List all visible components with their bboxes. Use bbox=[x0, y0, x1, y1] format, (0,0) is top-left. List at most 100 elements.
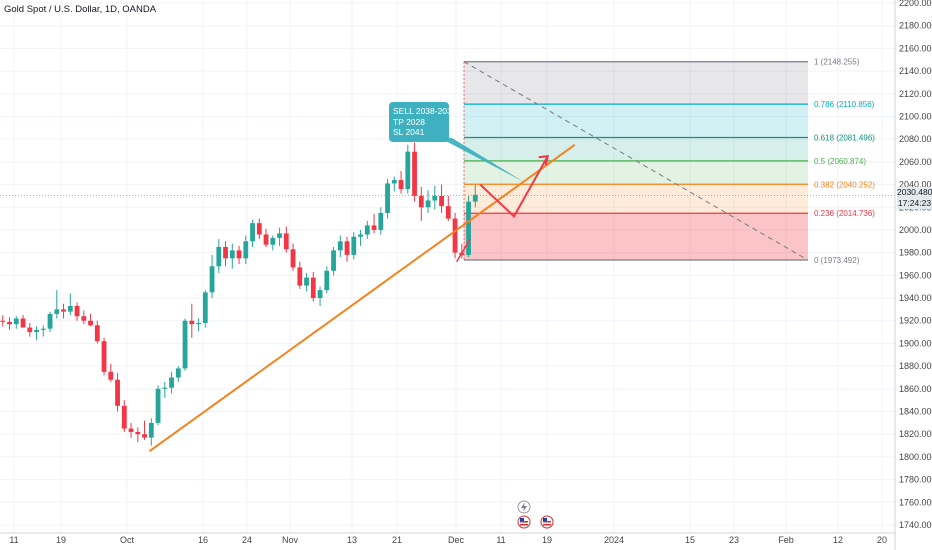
fib-level-label: 0.618 (2081.496) bbox=[814, 133, 875, 142]
candle-body bbox=[115, 379, 120, 406]
x-tick-label: 12 bbox=[833, 535, 843, 545]
x-tick-label: 24 bbox=[242, 535, 252, 545]
candle-body bbox=[425, 200, 431, 208]
candle-body bbox=[196, 323, 201, 325]
candle-body bbox=[135, 431, 141, 435]
x-tick-label: 19 bbox=[56, 535, 66, 545]
x-tick-label: 11 bbox=[496, 535, 505, 545]
fib-level-label: 0.382 (2040.252) bbox=[814, 180, 875, 189]
x-tick-label: 2024 bbox=[604, 535, 624, 545]
candlestick-series bbox=[0, 142, 478, 446]
candle-body bbox=[142, 434, 147, 438]
x-tick-label: 20 bbox=[877, 535, 887, 545]
y-tick-label: 1740.000 bbox=[899, 520, 932, 530]
x-tick-label: 16 bbox=[198, 535, 208, 545]
flag-stripe bbox=[520, 524, 528, 526]
candle-body bbox=[371, 225, 377, 230]
x-tick-label: Dec bbox=[448, 535, 465, 545]
candle-body bbox=[432, 195, 438, 201]
y-tick-label: 2000.000 bbox=[899, 225, 932, 235]
candle-body bbox=[263, 234, 269, 245]
candle-body bbox=[121, 405, 127, 429]
fib-level-label: 0.236 (2014.736) bbox=[814, 209, 875, 218]
candle-body bbox=[27, 327, 33, 333]
fib-level-label: 0.786 (2110.856) bbox=[814, 100, 875, 109]
candle-body bbox=[81, 316, 87, 321]
y-tick-label: 2040.000 bbox=[899, 180, 932, 190]
flag-canton bbox=[520, 518, 524, 521]
candle-body bbox=[290, 249, 296, 268]
fib-zone bbox=[464, 160, 808, 185]
candle-body bbox=[250, 223, 255, 242]
candle-body bbox=[243, 241, 249, 259]
y-tick-label: 1900.000 bbox=[899, 338, 932, 348]
candle-body bbox=[445, 206, 451, 219]
current-price-badge: 2030.480 17:24:23 bbox=[897, 187, 932, 209]
candle-body bbox=[236, 250, 242, 259]
x-tick-label: 15 bbox=[685, 535, 695, 545]
candle-body bbox=[216, 246, 222, 267]
candle-body bbox=[331, 250, 336, 271]
event-icons[interactable] bbox=[517, 500, 554, 529]
y-tick-label: 2100.000 bbox=[899, 111, 932, 121]
drawings bbox=[0, 138, 895, 529]
flag-canton bbox=[543, 518, 547, 521]
x-tick-label: 23 bbox=[729, 535, 739, 545]
y-tick-label: 1860.000 bbox=[899, 384, 932, 394]
x-tick-label: Feb bbox=[778, 535, 794, 545]
x-tick-label: 11 bbox=[9, 535, 18, 545]
candle-body bbox=[155, 388, 161, 423]
y-tick-label: 1840.000 bbox=[899, 407, 932, 417]
price-axis: 1740.000 1760.000 1780.000 1800.000 1820.000… bbox=[894, 0, 932, 550]
candle-body bbox=[317, 290, 323, 299]
candle-body bbox=[189, 320, 195, 325]
y-tick-label: 2160.000 bbox=[899, 43, 932, 53]
annotation-line-sl: SL 2041 bbox=[393, 127, 425, 137]
x-tick-label: Oct bbox=[120, 535, 135, 545]
annotation-line-tp: TP 2028 bbox=[393, 116, 425, 127]
current-price-value: 2030.480 bbox=[897, 187, 932, 197]
candle-body bbox=[277, 233, 282, 238]
fib-level-label: 0.5 (2060.874) bbox=[814, 157, 866, 166]
candle-body bbox=[256, 223, 262, 235]
candle-body bbox=[452, 218, 458, 253]
y-tick-label: 1820.000 bbox=[899, 429, 932, 439]
x-tick-label: 21 bbox=[392, 535, 402, 545]
candle-body bbox=[337, 241, 343, 251]
y-tick-label: 1760.000 bbox=[899, 497, 932, 507]
fib-level-label: 0 (1973.492) bbox=[814, 256, 860, 265]
y-tick-label: 1940.000 bbox=[899, 293, 932, 303]
annotation-line-sell: SELL 2038-2036 bbox=[393, 106, 457, 116]
y-tick-label: 1780.000 bbox=[899, 475, 932, 485]
candle-body bbox=[162, 387, 168, 389]
candle-body bbox=[297, 267, 303, 286]
y-tick-label: 2120.000 bbox=[899, 89, 932, 99]
fib-zone bbox=[464, 61, 808, 105]
candle-body bbox=[385, 183, 390, 213]
trade-annotation[interactable]: SELL 2038-2036 TP 2028 SL 2041 bbox=[389, 102, 457, 142]
x-tick-label: 13 bbox=[347, 535, 357, 545]
projection-arrowhead bbox=[538, 155, 550, 166]
candle-body bbox=[344, 241, 350, 255]
candle-body bbox=[472, 194, 478, 202]
projection-path bbox=[479, 155, 549, 218]
candle-body bbox=[378, 212, 384, 230]
candle-body bbox=[358, 234, 363, 237]
candle-body bbox=[364, 225, 370, 235]
candle-body bbox=[47, 313, 53, 329]
candle-body bbox=[223, 246, 228, 259]
candle-body bbox=[128, 428, 134, 432]
candle-body bbox=[54, 309, 60, 314]
y-tick-label: 2200.000 bbox=[899, 0, 932, 8]
y-tick-label: 2140.000 bbox=[899, 66, 932, 76]
candle-body bbox=[88, 320, 93, 326]
candle-body bbox=[270, 237, 276, 245]
candle-body bbox=[466, 201, 471, 255]
time-axis: 11 19 Oct 16 24 Nov 13 21 Dec 11 19 2024 15 23 Feb 12 20 bbox=[0, 532, 895, 545]
annotation-pointer bbox=[440, 138, 524, 182]
candle-body bbox=[40, 328, 46, 330]
candle-body bbox=[67, 305, 73, 312]
projection-down-stroke bbox=[455, 238, 471, 263]
candle-body bbox=[101, 341, 107, 372]
